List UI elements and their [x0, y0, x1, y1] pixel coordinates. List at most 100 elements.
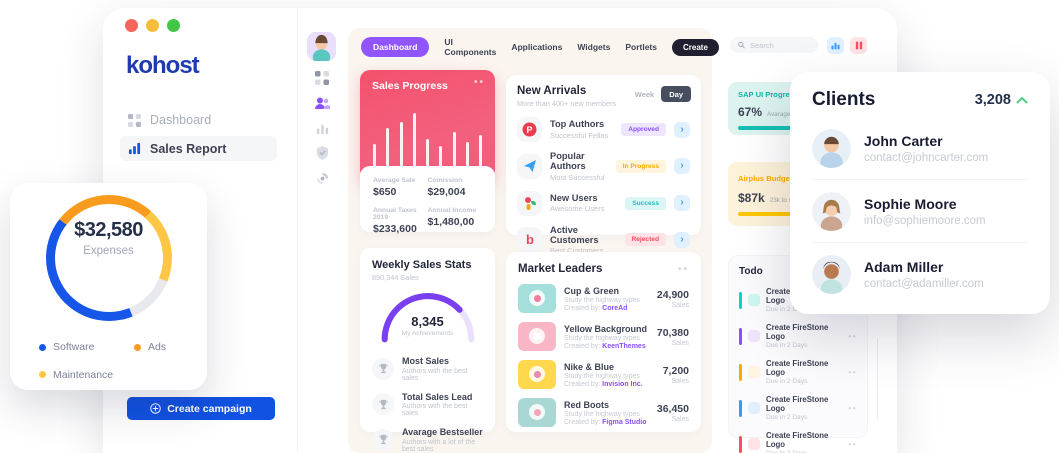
product-thumbnail [518, 398, 556, 427]
toggle-week[interactable]: Week [634, 89, 655, 99]
progress-value: $87k [738, 191, 765, 205]
tab-applications[interactable]: Applications [511, 42, 563, 52]
client-row[interactable]: John Carter contact@johncarter.com [812, 117, 1028, 180]
weekly-sales-stats-card: Weekly Sales Stats 890,344 Sales 8,345 M… [360, 248, 495, 453]
menu-dots-icon[interactable]: •• [848, 367, 857, 377]
svg-text:P: P [526, 125, 532, 135]
card-title: Airplus Budget [738, 174, 793, 183]
app-logo: kohost [126, 52, 200, 79]
search-icon [738, 41, 745, 49]
list-item[interactable]: New Users Awesome Users Success › [517, 190, 690, 216]
status-badge: Rejected [624, 233, 666, 247]
sidebar-item-sales-report[interactable]: Sales Report [120, 136, 277, 161]
shield-check-icon [316, 146, 328, 160]
creator-link[interactable]: Figma Studio [602, 418, 647, 426]
product-thumbnail [518, 322, 556, 351]
tab-dashboard[interactable]: Dashboard [361, 37, 430, 57]
creator-link[interactable]: Invision Inc. [602, 380, 643, 388]
settings-icon [316, 172, 328, 184]
avatar-illustration-icon [307, 32, 336, 61]
minimize-window-button[interactable] [146, 19, 159, 32]
legend-item: Software [39, 341, 134, 353]
sidebar-item-dashboard[interactable]: Dashboard [120, 108, 277, 132]
stat: Comission $29,004 [427, 177, 466, 198]
trophy-icon [372, 357, 394, 380]
alerts-quick-button[interactable] [850, 37, 867, 54]
chevron-right-button[interactable]: › [674, 121, 690, 138]
sidebar-item-label: Sales Report [150, 141, 227, 156]
expenses-card: $32,580 Expenses Software Ads Maintenanc… [10, 183, 207, 390]
todo-color-swatch [748, 294, 760, 306]
client-row[interactable]: Sophie Moore info@sophiemoore.com [812, 180, 1028, 243]
status-badge: In Progress [615, 159, 666, 173]
tab-ui-components[interactable]: UI Components [444, 37, 497, 57]
menu-dots-icon[interactable]: •• [677, 263, 689, 275]
client-row[interactable]: Adam Miller contact@adamiller.com [812, 243, 1028, 305]
list-item[interactable]: b Active Customers Best Customers Reject… [517, 225, 690, 255]
close-window-button[interactable] [125, 19, 138, 32]
list-item[interactable]: Cup & Green Study the highway types Crea… [518, 284, 689, 313]
rail-dashboard-button[interactable] [312, 68, 332, 88]
expenses-legend: Software Ads Maintenance [39, 341, 189, 383]
chart-bars-icon [831, 42, 840, 50]
search-box[interactable] [730, 37, 818, 53]
user-avatar[interactable] [307, 32, 336, 61]
window-controls [125, 19, 180, 32]
status-badge: Approved [621, 123, 666, 136]
new-users-logo-icon [517, 190, 542, 216]
create-campaign-button[interactable]: Create campaign [127, 397, 275, 420]
list-item[interactable]: Nike & Blue Study the highway types Crea… [518, 360, 689, 389]
toggle-day[interactable]: Day [661, 86, 691, 102]
todo-item[interactable]: Create FireStone Logo Due in 2 Days •• [739, 359, 857, 385]
rail-settings-button[interactable] [312, 168, 332, 188]
new-arrivals-card: New Arrivals More than 400+ new members … [506, 75, 701, 255]
menu-dots-icon[interactable]: •• [848, 403, 857, 413]
chevron-right-button[interactable]: › [674, 195, 690, 211]
search-input[interactable] [750, 40, 810, 50]
icon-rail [298, 8, 348, 453]
list-item[interactable]: Popular Authors Most Successful In Progr… [517, 151, 690, 182]
creator-link[interactable]: KeenThemes [602, 342, 646, 350]
avatar [812, 254, 851, 294]
todo-item[interactable]: Create FireStone Logo Due in 2 Days •• [739, 395, 857, 421]
gauge-label: My Achievements [401, 330, 454, 337]
list-item[interactable]: Yellow Background Study the highway type… [518, 322, 689, 351]
scrollbar[interactable] [877, 338, 878, 420]
rail-users-button[interactable] [312, 93, 332, 113]
list-item[interactable]: Red Boots Study the highway types Create… [518, 398, 689, 427]
menu-dots-icon[interactable]: •• [848, 331, 857, 341]
create-button[interactable]: Create [672, 38, 719, 56]
list-item[interactable]: Total Sales Lead Authors with the best s… [372, 392, 483, 417]
card-title: Weekly Sales Stats [372, 259, 472, 271]
clients-count: 3,208 [975, 92, 1028, 108]
list-item[interactable]: Most Sales Authors with the best sales [372, 356, 483, 382]
todo-item[interactable]: Create FireStone Logo Due in 2 Days •• [739, 323, 857, 349]
chevron-right-button[interactable]: › [674, 158, 690, 175]
menu-dots-icon[interactable]: •• [473, 77, 485, 88]
dashboard-content-area: Dashboard UI Components Applications Wid… [348, 28, 719, 453]
maximize-window-button[interactable] [167, 19, 180, 32]
list-item[interactable]: Avarage Bestseller Authors with a lot of… [372, 427, 483, 453]
progress-value: 67% [738, 105, 763, 119]
legend-item: Ads [134, 341, 166, 353]
chevron-right-button[interactable]: › [674, 231, 690, 248]
list-item[interactable]: P Top Authors Successful Fellas Approved… [517, 117, 690, 142]
analytics-quick-button[interactable] [827, 37, 844, 54]
trophy-icon [372, 428, 394, 451]
bar-chart [373, 94, 482, 180]
tab-portlets[interactable]: Portlets [625, 42, 657, 52]
expenses-total: $32,580 [74, 219, 143, 241]
menu-dots-icon[interactable]: •• [848, 439, 857, 449]
todo-color-swatch [748, 366, 760, 378]
paper-plane-icon [517, 153, 542, 179]
rail-analytics-button[interactable] [312, 118, 332, 138]
sales-progress-card: Sales Progress •• Average Sale $650 Comi… [360, 70, 495, 235]
tab-widgets[interactable]: Widgets [577, 42, 611, 52]
sales-progress-stats: Average Sale $650 Comission $29,004 Annu… [360, 166, 495, 235]
todo-color-swatch [748, 402, 760, 414]
todo-item[interactable]: Create FireStone Logo Due in 2 Days •• [739, 431, 857, 453]
creator-link[interactable]: CoreAd [602, 304, 628, 312]
rail-security-button[interactable] [312, 143, 332, 163]
svg-text:b: b [526, 232, 534, 247]
